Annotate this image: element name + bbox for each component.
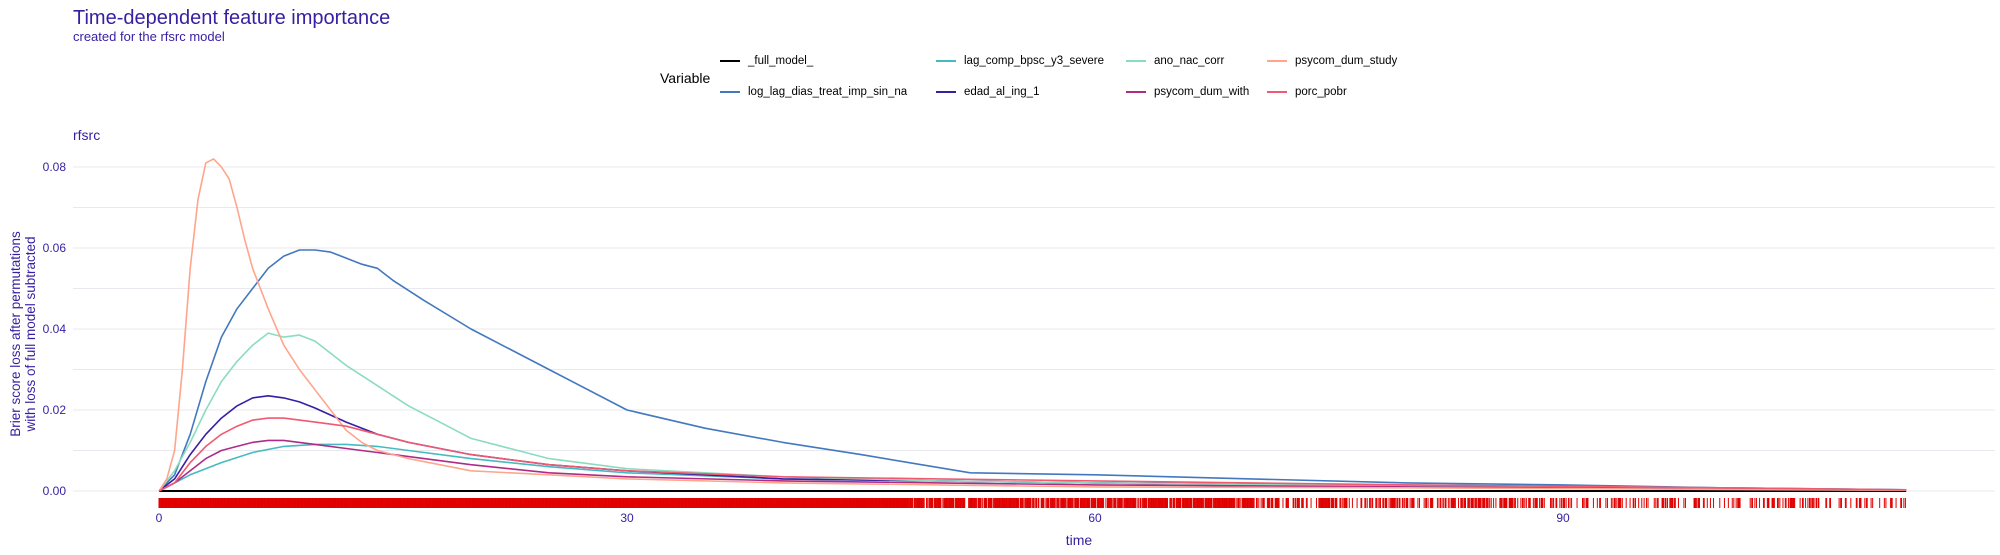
- y-tick-label: 0.00: [43, 484, 67, 498]
- series-line: [158, 249, 1907, 492]
- y-tick-label: 0.04: [43, 322, 67, 336]
- y-axis-label: Brier score loss after permutationswith …: [8, 231, 38, 437]
- legend-title: Variable: [660, 70, 711, 86]
- legend-swatch: [1267, 59, 1287, 62]
- legend-item: ano_nac_corr: [1126, 55, 1224, 67]
- legend-item: psycom_dum_study: [1267, 55, 1397, 67]
- legend-item: porc_pobr: [1267, 86, 1347, 98]
- chart-title: Time-dependent feature importance: [73, 7, 391, 29]
- x-tick-label: 90: [1556, 511, 1570, 525]
- y-tick-label: 0.06: [43, 241, 67, 255]
- legend-swatch: [720, 59, 740, 62]
- x-axis-label: time: [1066, 532, 1093, 548]
- rug: [158, 498, 1906, 508]
- legend-label: porc_pobr: [1295, 86, 1347, 98]
- legend-item: edad_al_ing_1: [936, 86, 1039, 98]
- series-line: [158, 332, 1907, 492]
- chart-subtitle: created for the rfsrc model: [73, 29, 225, 44]
- series-line: [158, 158, 1907, 492]
- x-tick-label: 0: [156, 511, 163, 525]
- legend-swatch: [1267, 90, 1287, 93]
- legend-label: ano_nac_corr: [1154, 55, 1225, 67]
- legend-label: lag_comp_bpsc_y3_severe: [964, 55, 1105, 67]
- legend-label: log_lag_dias_treat_imp_sin_na: [748, 86, 908, 98]
- legend-label: edad_al_ing_1: [964, 86, 1040, 98]
- legend-label: _full_model_: [748, 55, 814, 67]
- panel-label: rfsrc: [73, 127, 100, 143]
- legend-swatch: [1126, 90, 1146, 93]
- series-line: [158, 439, 1907, 492]
- legend-swatch: [936, 90, 956, 93]
- series-line: [158, 417, 1907, 492]
- legend-label: psycom_dum_study: [1295, 55, 1398, 67]
- legend-item: lag_comp_bpsc_y3_severe: [936, 55, 1104, 67]
- legend-label: psycom_dum_with: [1154, 86, 1250, 98]
- x-tick-label: 30: [620, 511, 634, 525]
- legend-swatch: [720, 90, 740, 93]
- legend-item: psycom_dum_with: [1126, 86, 1249, 98]
- legend-item: log_lag_dias_treat_imp_sin_na: [720, 86, 907, 98]
- legend-swatch: [936, 59, 956, 62]
- legend-item: _full_model_: [720, 55, 813, 67]
- y-tick-label: 0.08: [43, 160, 67, 174]
- x-tick-label: 60: [1088, 511, 1102, 525]
- legend-swatch: [1126, 59, 1146, 62]
- y-tick-label: 0.02: [43, 403, 67, 417]
